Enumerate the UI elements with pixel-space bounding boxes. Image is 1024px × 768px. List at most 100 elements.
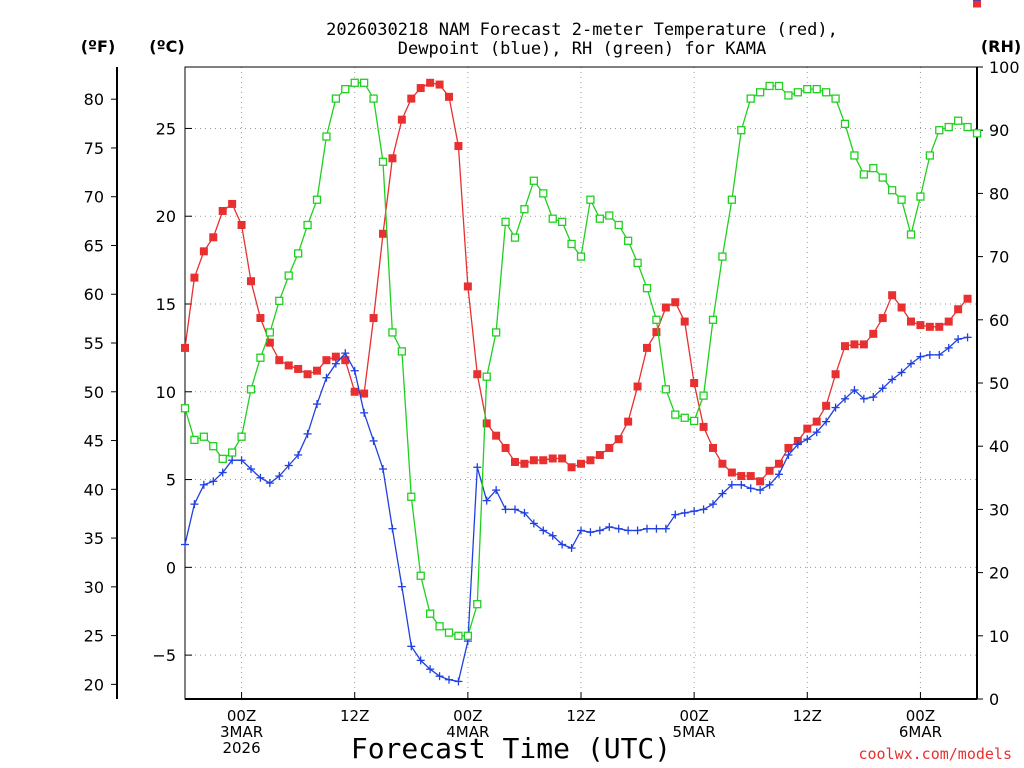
rh-point: [878, 173, 887, 182]
temperature-point: [718, 459, 727, 468]
rh-point: [510, 233, 520, 242]
rh-point: [727, 195, 737, 204]
dewpoint-point: [633, 526, 642, 535]
temperature-point: [954, 305, 963, 314]
rh-tick-label: 60: [989, 311, 1009, 330]
rh-point: [491, 328, 501, 337]
temperature-point: [247, 277, 255, 286]
dewpoint-point: [577, 526, 585, 535]
temperature-point: [473, 370, 482, 379]
temperature-point: [331, 352, 340, 361]
rh-point: [850, 151, 859, 160]
rh-point: [322, 132, 331, 141]
dewpoint-point: [237, 456, 246, 465]
temperature-point: [435, 80, 444, 89]
celsius-tick-label: 5: [166, 471, 176, 490]
rh-point: [312, 195, 322, 204]
temperature-point: [303, 370, 312, 379]
dewpoint-point: [784, 450, 793, 459]
dewpoint-point: [539, 526, 548, 535]
temperature-point: [181, 343, 189, 352]
temperature-point: [624, 417, 633, 426]
temperature-point: [586, 456, 595, 465]
x-tick-label: 00Z: [227, 707, 256, 725]
dewpoint-point: [888, 375, 897, 384]
temperature-point: [907, 317, 915, 326]
temperature-point: [275, 356, 284, 365]
rh-point: [350, 78, 359, 87]
rh-point: [331, 94, 341, 103]
celsius-tick-label: 15: [156, 295, 176, 314]
rh-point: [803, 84, 812, 94]
dewpoint-point: [209, 477, 218, 486]
fahrenheit-tick-label: 80: [84, 90, 104, 109]
temperature-point: [284, 361, 293, 370]
dewpoint-point: [841, 394, 849, 403]
temperature-point: [454, 142, 463, 150]
rh-point: [548, 214, 557, 223]
temperature-point: [350, 387, 359, 396]
x-tick-label: 2026: [222, 739, 260, 757]
rh-point: [906, 230, 916, 239]
rh-point: [755, 88, 765, 97]
rh-point: [699, 391, 708, 400]
rh-point: [642, 284, 652, 293]
rh-tick-label: 50: [989, 374, 1009, 393]
x-tick-label: 00Z: [679, 707, 708, 725]
fahrenheit-tick-label: 75: [84, 139, 104, 158]
dewpoint-point: [275, 472, 284, 481]
rh-point: [378, 157, 388, 166]
fahrenheit-tick-label: 35: [84, 529, 104, 548]
dewpoint-point: [746, 484, 755, 493]
rh-point: [501, 217, 510, 226]
rh-point: [425, 609, 435, 618]
fahrenheit-tick-label: 25: [84, 627, 104, 646]
dewpoint-line: [184, 336, 968, 683]
dewpoint-point: [256, 473, 265, 482]
temperature-point: [539, 456, 548, 465]
x-axis-title: Forecast Time (UTC): [351, 732, 671, 765]
dewpoint-point: [671, 510, 680, 519]
fahrenheit-tick-label: 50: [84, 383, 104, 402]
fahrenheit-tick-label: 70: [84, 188, 104, 207]
temperature-point: [558, 454, 567, 463]
temperature-point: [841, 342, 849, 351]
temperature-point: [973, 0, 981, 8]
temperature-point: [812, 417, 821, 426]
fahrenheit-tick-label: 55: [84, 334, 104, 353]
dewpoint-point: [869, 393, 878, 402]
dewpoint-point: [265, 479, 274, 488]
temperature-point: [190, 273, 199, 282]
temperature-point: [463, 282, 472, 291]
dewpoint-point: [850, 386, 859, 395]
chart-title-line-1: 2026030218 NAM Forecast 2-meter Temperat…: [326, 20, 838, 40]
dewpoint-point: [652, 524, 661, 533]
temperature-point: [897, 303, 906, 312]
rh-point: [605, 211, 614, 220]
rh-point: [520, 205, 529, 214]
rh-unit-label: (RH): [981, 37, 1021, 56]
rh-point: [661, 385, 671, 394]
rh-point: [972, 129, 982, 138]
dewpoint-point: [388, 524, 397, 533]
dewpoint-point: [199, 480, 208, 489]
dewpoint-point: [765, 480, 774, 489]
temperature-point: [869, 329, 878, 338]
temperature-point: [756, 477, 765, 486]
rh-point: [341, 84, 350, 94]
rh-point: [576, 252, 586, 261]
temperature-point: [822, 401, 831, 410]
dewpoint-point: [595, 526, 604, 535]
credit-label[interactable]: coolwx.com/models: [858, 745, 1012, 763]
dewpoint-point: [218, 468, 227, 477]
celsius-tick-label: −5: [152, 646, 176, 665]
temperature-point: [925, 322, 934, 331]
temperature-point: [218, 206, 227, 215]
dewpoint-point: [709, 500, 717, 509]
fahrenheit-unit-label: (ºF): [81, 37, 116, 56]
rh-point: [784, 91, 793, 100]
rh-point: [689, 416, 699, 426]
dewpoint-point: [727, 480, 736, 489]
rh-tick-label: 30: [989, 500, 1009, 519]
